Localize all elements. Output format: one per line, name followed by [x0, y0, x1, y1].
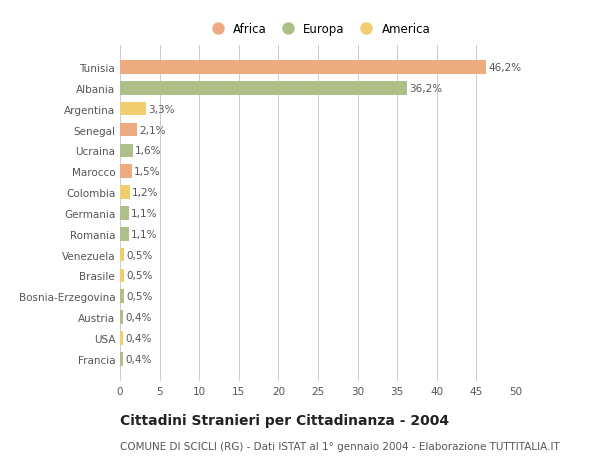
Text: 3,3%: 3,3% — [149, 105, 175, 114]
Bar — [120, 165, 132, 179]
Text: 46,2%: 46,2% — [488, 63, 521, 73]
Text: 1,1%: 1,1% — [131, 229, 158, 239]
Bar — [120, 103, 146, 116]
Text: 1,5%: 1,5% — [134, 167, 161, 177]
Text: 0,5%: 0,5% — [127, 271, 153, 281]
Text: COMUNE DI SCICLI (RG) - Dati ISTAT al 1° gennaio 2004 - Elaborazione TUTTITALIA.: COMUNE DI SCICLI (RG) - Dati ISTAT al 1°… — [120, 441, 560, 451]
Bar — [120, 123, 137, 137]
Text: 0,4%: 0,4% — [125, 313, 152, 322]
Text: 2,1%: 2,1% — [139, 125, 166, 135]
Bar — [120, 82, 407, 95]
Text: 1,6%: 1,6% — [135, 146, 161, 156]
Text: 0,5%: 0,5% — [127, 250, 153, 260]
Bar — [120, 207, 129, 220]
Legend: Africa, Europa, America: Africa, Europa, America — [201, 18, 435, 41]
Bar — [120, 248, 124, 262]
Bar — [120, 186, 130, 199]
Bar — [120, 61, 486, 75]
Bar — [120, 311, 123, 324]
Text: 1,1%: 1,1% — [131, 208, 158, 218]
Text: 0,5%: 0,5% — [127, 291, 153, 302]
Text: 0,4%: 0,4% — [125, 333, 152, 343]
Text: 36,2%: 36,2% — [409, 84, 442, 94]
Bar — [120, 228, 129, 241]
Bar — [120, 331, 123, 345]
Bar — [120, 352, 123, 366]
Text: Cittadini Stranieri per Cittadinanza - 2004: Cittadini Stranieri per Cittadinanza - 2… — [120, 413, 449, 427]
Text: 1,2%: 1,2% — [132, 188, 158, 198]
Bar — [120, 144, 133, 158]
Text: 0,4%: 0,4% — [125, 354, 152, 364]
Bar — [120, 290, 124, 303]
Bar — [120, 269, 124, 283]
